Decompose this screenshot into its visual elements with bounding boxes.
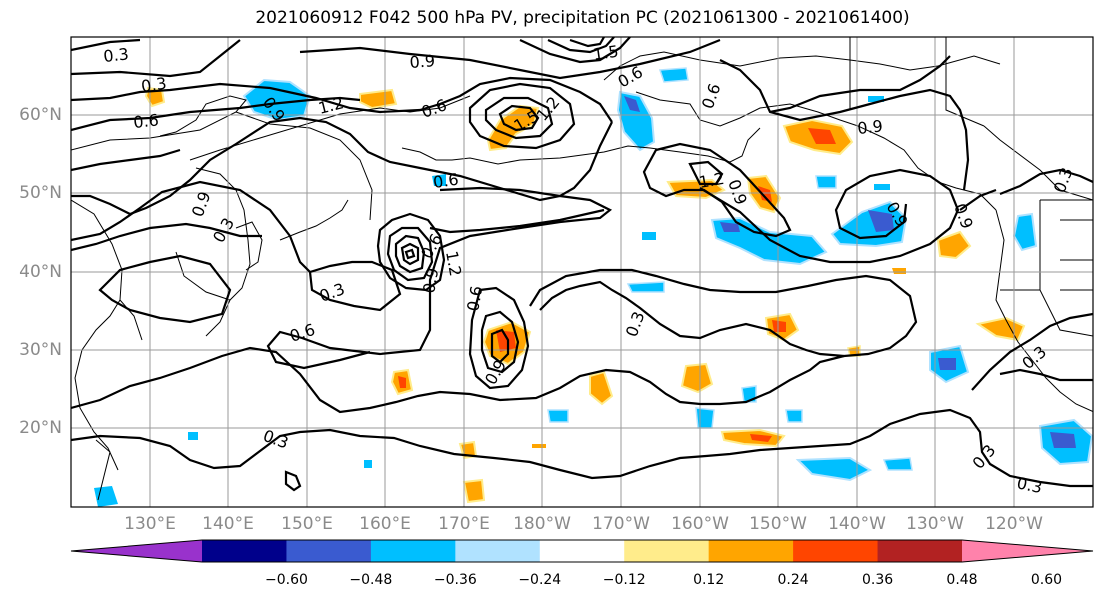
colorbar-bin — [877, 540, 963, 562]
coastlines — [71, 37, 1093, 501]
map-frame — [70, 36, 1094, 508]
colorbar-tick-label: −0.36 — [433, 572, 477, 588]
contour-label: 0.3 — [1050, 165, 1077, 195]
contour-label: 0.3 — [1018, 342, 1050, 373]
lon-label: 170°W — [592, 514, 650, 534]
contour-label: 0.3 — [317, 279, 347, 306]
lon-label: 120°W — [985, 514, 1043, 534]
contour-label: 0.3 — [209, 214, 238, 246]
contour-label: 1.2 — [697, 169, 725, 192]
lon-label: 160°E — [359, 514, 411, 534]
colorbar-tick-label: −0.12 — [602, 572, 646, 588]
colorbar-bin — [793, 540, 879, 562]
colorbar-bin — [539, 540, 625, 562]
contour-label: 0.3 — [102, 44, 129, 66]
contour-label: 0.6 — [463, 284, 486, 312]
colorbar-tick-label: 0.12 — [693, 572, 725, 588]
lon-label: 160°W — [671, 514, 729, 534]
lat-label: 40°N — [19, 262, 62, 282]
colorbar-tick-label: 0.36 — [861, 572, 894, 588]
contour-label: 0.6 — [432, 170, 460, 192]
colorbar-extend-low — [71, 540, 202, 562]
colorbar-bin — [455, 540, 541, 562]
colorbar-bin — [370, 540, 456, 562]
lat-label: 30°N — [19, 340, 62, 360]
contour-label: 0.9 — [724, 177, 751, 207]
contour-label: 0.3 — [261, 426, 291, 453]
contour-label: 0.3 — [140, 74, 168, 96]
colorbar-tick-label: −0.48 — [349, 572, 393, 588]
colorbar-bin — [708, 540, 794, 562]
colorbar — [70, 539, 1094, 563]
map-title: 2021060912 F042 500 hPa PV, precipitatio… — [255, 8, 910, 28]
colorbar-tick-label: 0.60 — [1030, 572, 1063, 588]
contour-label: 1.5 — [592, 42, 620, 64]
lon-label: 170°E — [438, 514, 490, 534]
contour-label: 0.6 — [132, 110, 159, 132]
lon-label: 140°E — [202, 514, 254, 534]
colorbar-tick-label: 0.24 — [777, 572, 809, 588]
lat-label: 60°N — [19, 105, 62, 125]
map-plot: 0.3 0.3 0.6 0.9 1.2 0.6 0.6 0.9 1.5 1.2 … — [70, 36, 1094, 508]
contour-label: 0.9 — [950, 201, 977, 231]
contour-label: 0.3 — [622, 309, 649, 339]
contour-label: 0.3 — [1015, 473, 1044, 497]
precipitation-shading — [94, 67, 1093, 507]
colorbar-bin — [202, 540, 287, 562]
lon-label: 150°W — [749, 514, 807, 534]
colorbar-outline — [70, 539, 1094, 563]
colorbar-bin — [624, 540, 710, 562]
contour-label: 0.9 — [188, 189, 215, 219]
contour-label: 0.6 — [417, 230, 446, 262]
contour-label: 0.9 — [419, 266, 442, 294]
colorbar-tick-label: −0.24 — [518, 572, 562, 588]
colorbar-tick-label: 0.48 — [946, 572, 978, 588]
lon-label: 130°W — [906, 514, 964, 534]
lat-label: 20°N — [19, 418, 62, 438]
lon-label: 140°W — [828, 514, 886, 534]
graticule — [71, 37, 1093, 507]
contour-label: 1.2 — [442, 249, 465, 277]
contour-label: 0.6 — [698, 81, 725, 111]
colorbar-extend-high — [962, 540, 1093, 562]
contour-label: 0.6 — [419, 95, 449, 122]
contour-label: 0.9 — [856, 116, 883, 138]
pv-contours — [71, 37, 1093, 492]
contour-label: 0.9 — [409, 51, 436, 72]
colorbar-tick-label: −0.60 — [264, 572, 308, 588]
lon-label: 150°E — [281, 514, 333, 534]
lat-label: 50°N — [19, 183, 62, 203]
colorbar-bin — [286, 540, 372, 562]
lon-label: 180°W — [513, 514, 571, 534]
lon-label: 130°E — [124, 514, 176, 534]
